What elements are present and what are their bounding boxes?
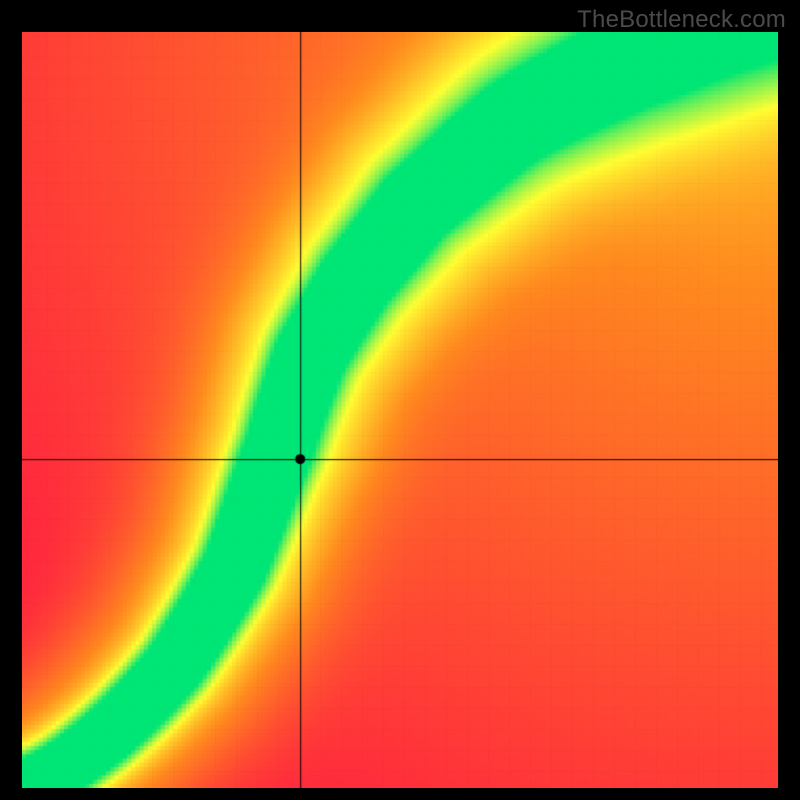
heatmap-canvas: [22, 32, 778, 788]
root: TheBottleneck.com: [0, 0, 800, 800]
heatmap-plot: [22, 32, 778, 788]
watermark-text: TheBottleneck.com: [577, 6, 786, 34]
